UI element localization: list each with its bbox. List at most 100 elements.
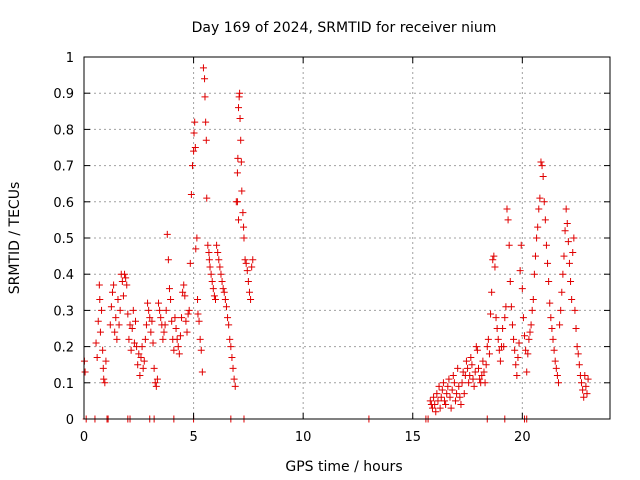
data-point: [535, 205, 543, 213]
data-point: [126, 321, 134, 329]
data-point: [167, 296, 175, 304]
data-point: [114, 296, 122, 304]
data-point: [216, 263, 224, 271]
data-point: [488, 288, 496, 296]
data-point: [450, 379, 458, 387]
data-point: [478, 372, 486, 380]
data-point: [164, 256, 172, 264]
data-point: [565, 259, 573, 267]
data-point: [507, 303, 515, 311]
data-point: [480, 368, 488, 376]
data-point: [198, 368, 206, 376]
data-point: [444, 382, 452, 390]
data-point: [521, 332, 529, 340]
data-point: [125, 335, 133, 343]
data-point: [431, 401, 439, 409]
data-point: [231, 382, 239, 390]
data-point: [203, 194, 211, 202]
data-point: [579, 386, 587, 394]
data-point: [552, 364, 560, 372]
data-point: [199, 64, 207, 72]
data-point: [235, 216, 243, 224]
data-point: [504, 216, 512, 224]
data-point: [442, 401, 450, 409]
data-point: [101, 379, 109, 387]
data-point: [467, 353, 475, 361]
data-point: [241, 256, 249, 264]
data-point: [568, 296, 576, 304]
data-point: [539, 172, 547, 180]
data-point: [212, 296, 219, 304]
data-point: [560, 252, 568, 260]
data-point: [505, 241, 513, 249]
data-point: [188, 162, 196, 170]
y-tick-label: 0.2: [53, 341, 74, 356]
data-point: [147, 328, 155, 336]
data-point: [475, 364, 482, 372]
data-point: [570, 234, 578, 242]
data-point: [196, 335, 204, 343]
data-point: [430, 393, 438, 401]
data-point: [123, 281, 131, 289]
data-point: [553, 372, 561, 380]
data-point: [161, 321, 169, 329]
data-point: [116, 306, 124, 314]
data-point: [182, 317, 190, 325]
data-point: [567, 277, 575, 285]
data-point: [129, 306, 137, 314]
y-tick-label: 0.6: [53, 196, 74, 211]
data-point: [479, 357, 487, 365]
data-point: [233, 169, 241, 177]
data-point: [445, 375, 453, 383]
data-point: [523, 368, 531, 376]
data-point: [492, 314, 500, 322]
data-point: [489, 256, 497, 264]
data-point: [512, 361, 520, 369]
data-point: [179, 288, 187, 296]
data-point: [572, 325, 580, 332]
data-point: [237, 136, 245, 144]
data-point: [144, 299, 152, 307]
data-point: [465, 379, 473, 387]
data-point: [134, 361, 142, 369]
data-point: [209, 285, 217, 293]
data-point: [122, 274, 130, 282]
data-point: [528, 306, 536, 314]
data-point: [111, 328, 119, 336]
y-tick-label: 0.5: [53, 232, 74, 247]
data-point: [138, 343, 146, 351]
data-point: [533, 234, 541, 242]
data-point: [500, 343, 508, 351]
data-point: [499, 325, 507, 332]
data-point: [458, 379, 466, 387]
data-point: [517, 241, 525, 249]
data-point: [501, 314, 509, 322]
data-point: [449, 372, 457, 380]
data-point: [228, 353, 236, 361]
data-point: [107, 303, 115, 311]
data-point: [562, 205, 570, 213]
data-point: [190, 147, 198, 155]
data-point: [197, 346, 205, 354]
data-point: [559, 270, 567, 278]
data-point: [128, 325, 136, 332]
data-point: [544, 259, 552, 267]
data-point: [96, 328, 104, 336]
data-point: [159, 335, 167, 343]
data-point: [175, 350, 183, 358]
data-point: [563, 220, 571, 228]
data-point: [108, 288, 116, 296]
data-point: [443, 390, 451, 398]
data-point: [227, 343, 235, 351]
data-point: [224, 314, 232, 322]
data-point: [184, 310, 192, 318]
data-point: [81, 368, 89, 376]
data-point: [428, 404, 436, 412]
data-point: [152, 382, 160, 390]
data-point: [516, 267, 524, 275]
y-tick-label: 0.8: [53, 123, 74, 138]
data-point: [235, 104, 243, 112]
data-point: [210, 292, 218, 300]
data-point: [112, 314, 120, 322]
data-point: [525, 335, 533, 343]
